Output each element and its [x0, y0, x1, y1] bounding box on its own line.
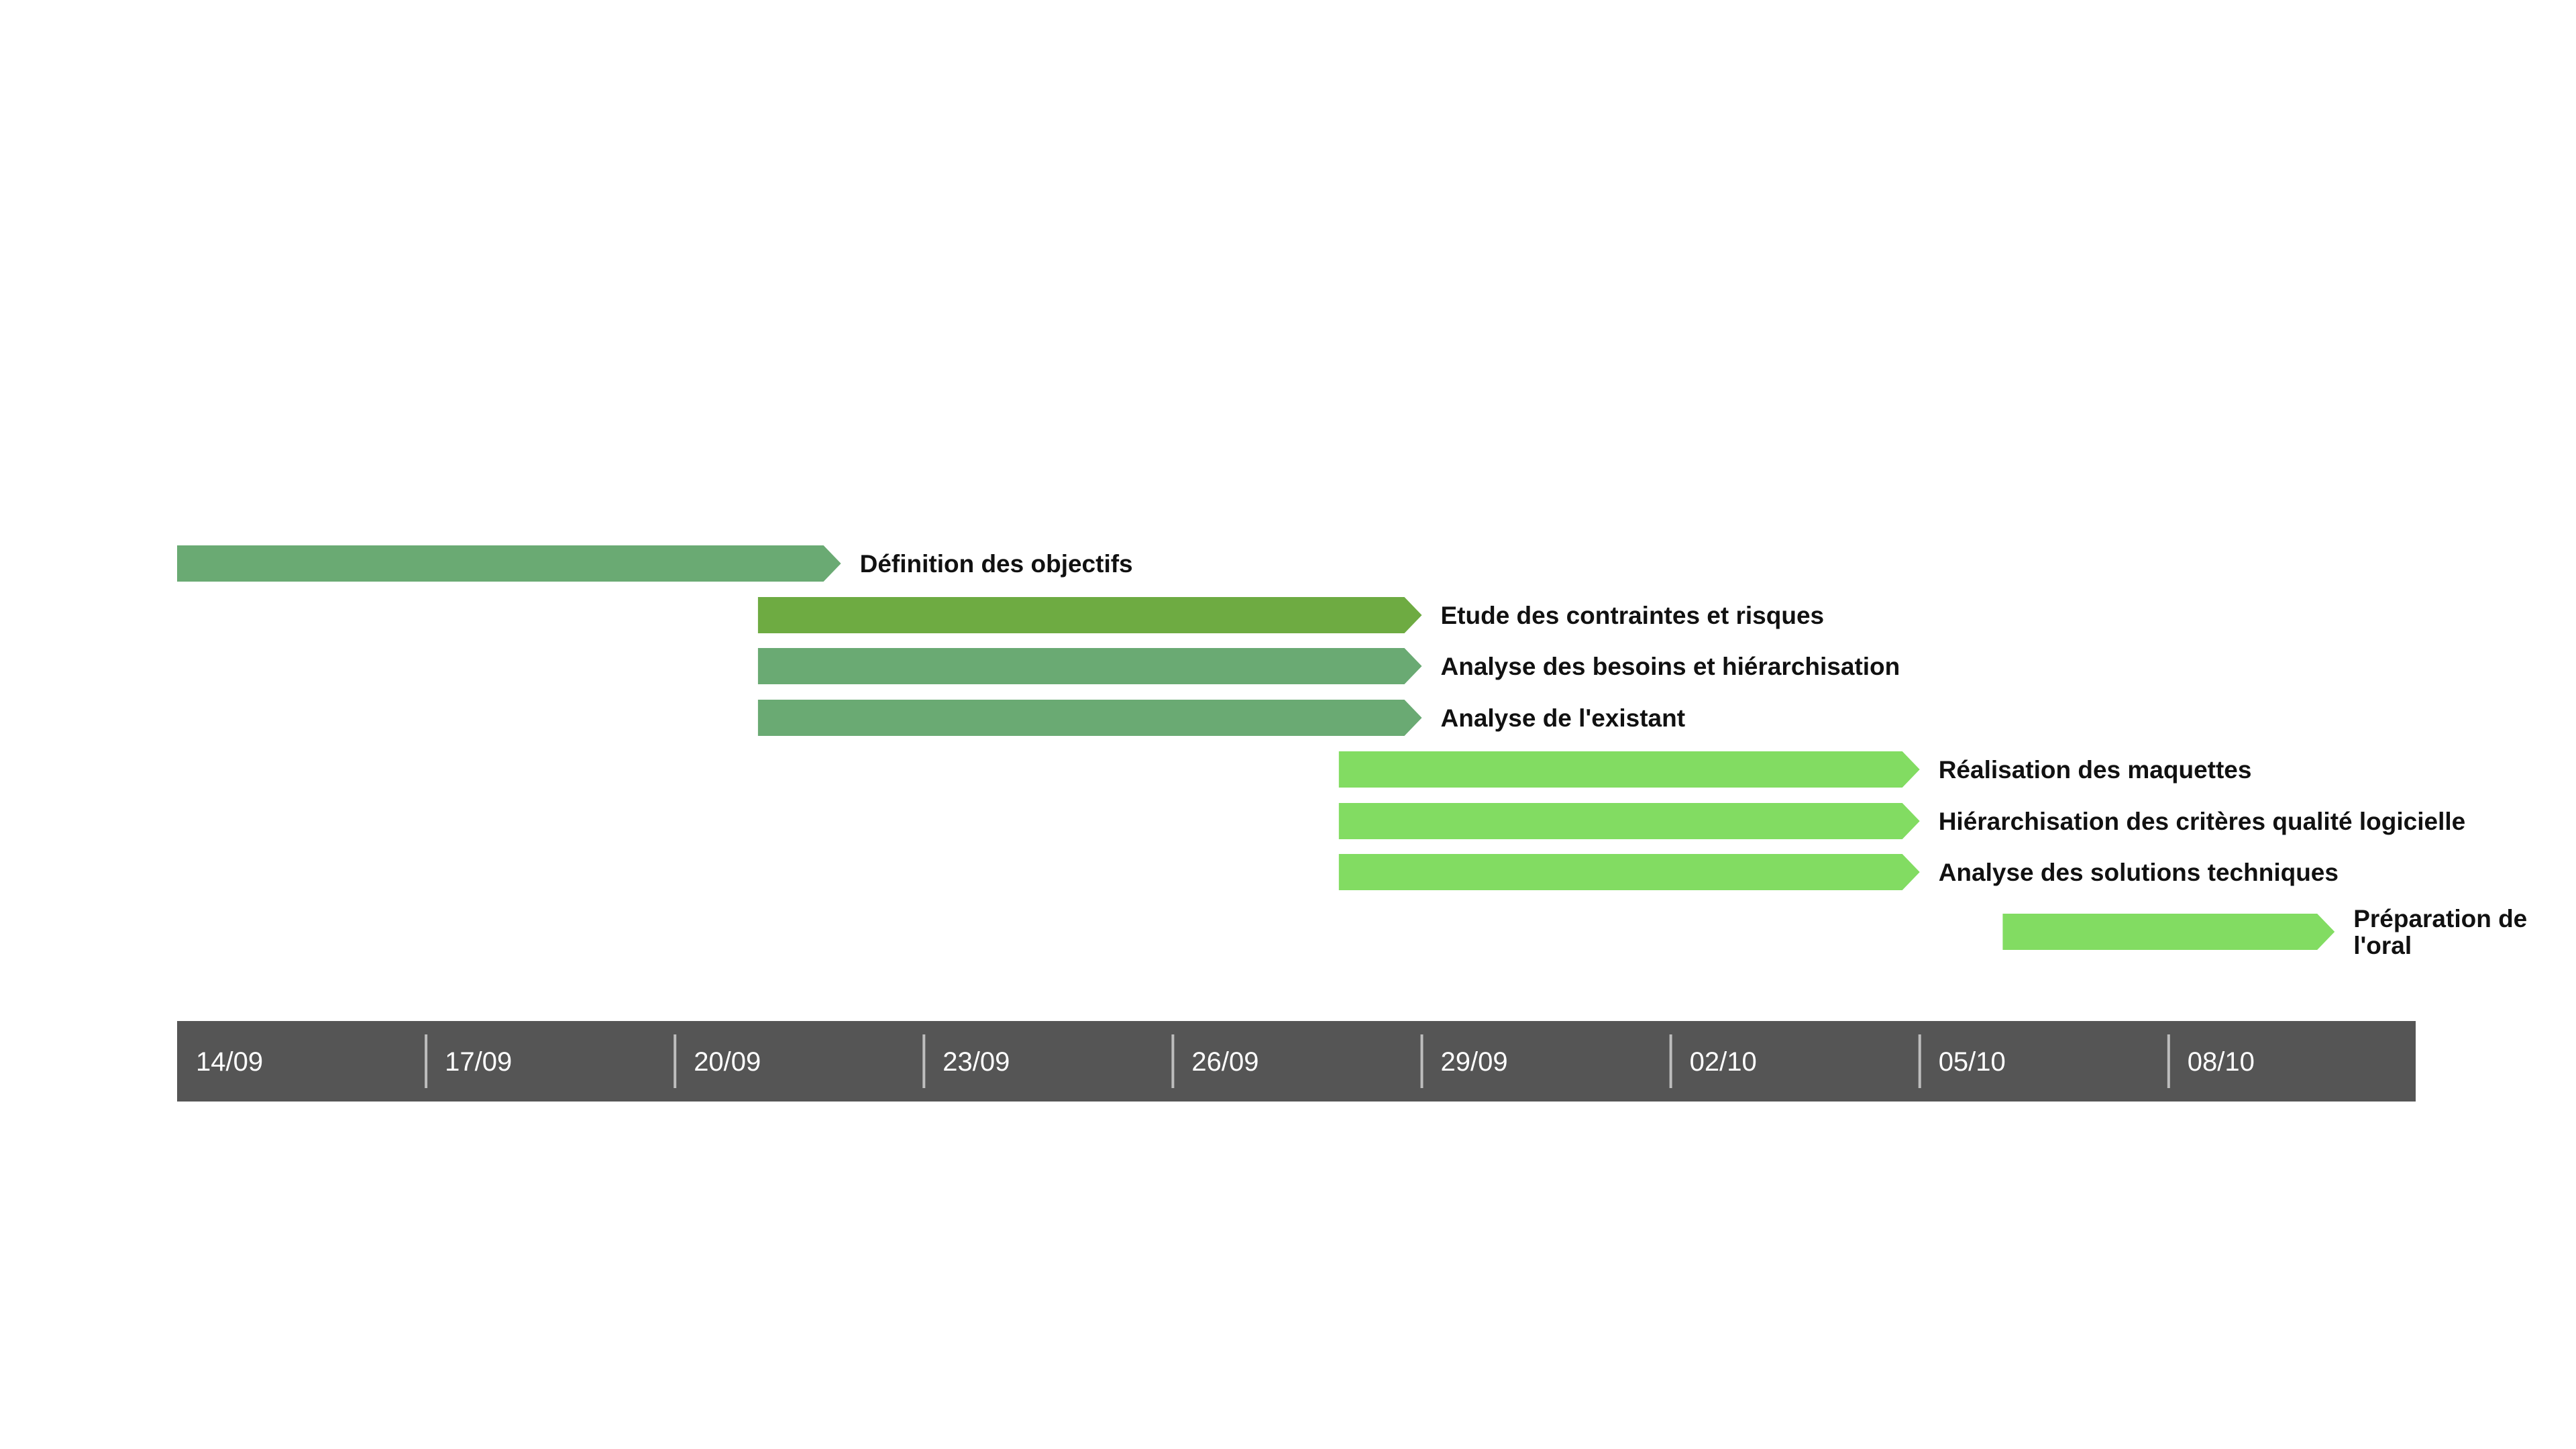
task-label: Analyse de l'existant: [1441, 704, 1686, 732]
task-bar: [757, 648, 1422, 684]
task-bar: [2002, 914, 2335, 950]
tick-label: 20/09: [694, 1047, 761, 1077]
timeline-axis: 14/09 17/09 20/09 23/09 26/09 29/09 02/10 05/10…: [177, 1021, 2416, 1102]
tick-label: 23/09: [943, 1047, 1010, 1077]
task-bar: [1338, 803, 1920, 839]
task-label: Préparation de l'oral: [2353, 905, 2527, 959]
tick-label: 08/10: [2188, 1047, 2255, 1077]
task-bar: [757, 700, 1422, 736]
task-bar: [757, 597, 1422, 633]
task-bar: [1338, 854, 1920, 890]
tick-label: 14/09: [196, 1047, 263, 1077]
task-label: Analyse des solutions techniques: [1939, 859, 2339, 886]
tick-label: 26/09: [1191, 1047, 1258, 1077]
task-label: Hiérarchisation des critères qualité log…: [1939, 808, 2466, 835]
tasks-layer: Définition des objectifs Etude des contra…: [177, 545, 2527, 959]
task-label: Réalisation des maquettes: [1939, 756, 2252, 784]
tick-label: 17/09: [445, 1047, 512, 1077]
task-label: Analyse des besoins et hiérarchisation: [1441, 653, 1900, 680]
timeline-bar: [177, 1021, 2416, 1102]
tick-label: 02/10: [1690, 1047, 1757, 1077]
task-label: Définition des objectifs: [860, 550, 1133, 578]
task-label: Etude des contraintes et risques: [1441, 602, 1825, 629]
tick-label: 29/09: [1441, 1047, 1508, 1077]
task-bar: [177, 545, 841, 582]
tick-label: 05/10: [1939, 1047, 2006, 1077]
task-bar: [1338, 751, 1920, 788]
